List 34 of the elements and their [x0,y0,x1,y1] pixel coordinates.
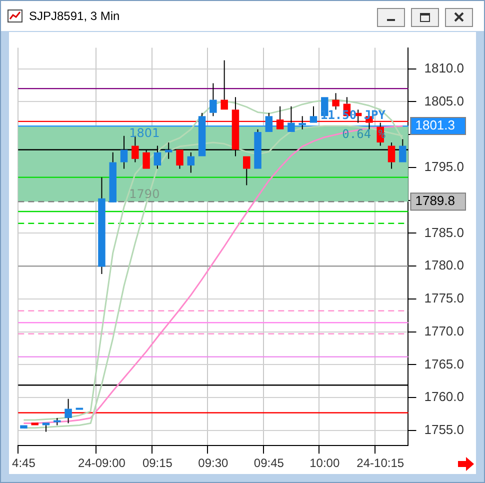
y-tick-label: 1795.0 [424,159,464,174]
y-tick-label: 1805.0 [424,93,464,108]
y-tick-label: 1770.0 [424,323,464,338]
candlestick [187,152,195,174]
candlestick [98,176,106,274]
y-tick-label: 1775.0 [424,290,464,306]
x-tick-label: 4:45 [12,456,36,470]
candlestick [288,106,295,132]
chart-title: SJPJ8591, 3 Min [29,9,120,23]
candlestick [243,156,250,186]
candlestick [210,82,217,117]
x-tick-label: 10:00 [310,456,340,470]
candlestick [310,106,318,123]
candlestick [64,398,72,424]
x-tick-label: 24-09:00 [78,456,126,470]
candlestick [332,92,340,110]
x-tick-label: 09:45 [254,456,284,470]
y-tick-label: 1755.0 [424,422,464,438]
y-tick-label: 1765.0 [424,356,464,372]
candlestick [265,112,273,132]
y-tick-label: 1785.0 [424,224,464,240]
x-tick-label: 24-10:15 [356,456,404,470]
x-tick-label: 09:15 [142,456,173,470]
ref-line-label: 1801.3 [415,118,456,133]
annotation: 1801 [129,126,160,140]
candlestick [42,422,50,432]
x-tick-label: 09:30 [198,456,229,470]
y-tick-label: 1810.0 [424,60,464,76]
ref-line-label: 1789.8 [415,193,456,208]
candlestick [109,152,116,202]
annotation: 1790 [129,186,160,201]
candlestick [220,60,228,110]
y-tick-label: 1760.0 [424,389,464,404]
y-tick-label: 1780.0 [424,258,464,273]
